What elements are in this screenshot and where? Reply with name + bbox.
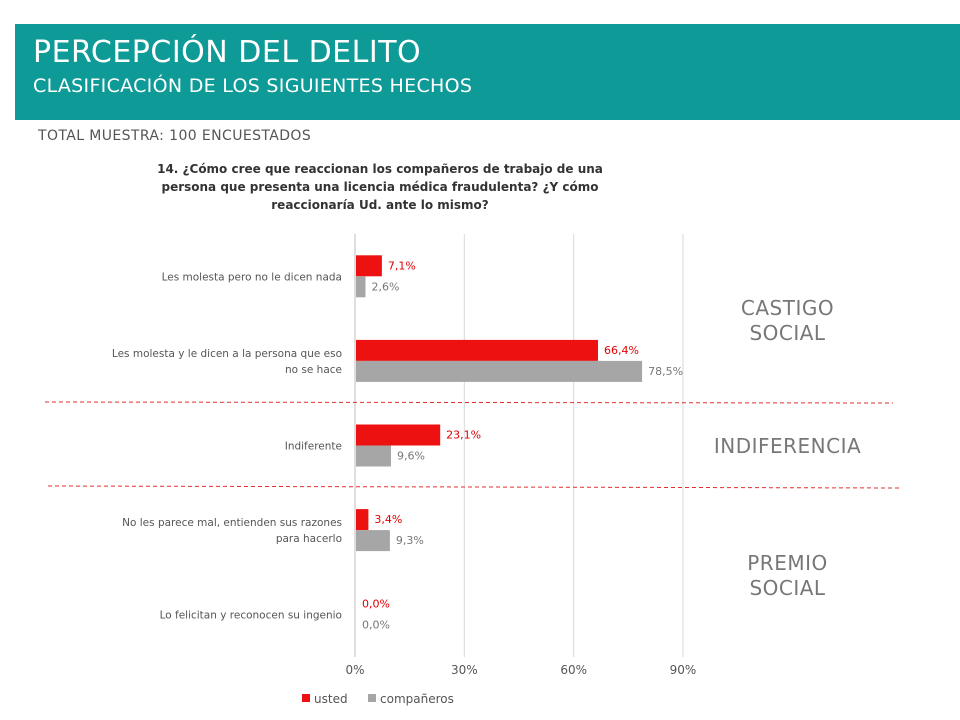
question-line: persona que presenta una licencia médica… [161,180,599,194]
legend-swatch-companeros [368,694,376,702]
category-label: No les parece mal, entienden sus razones [122,517,342,529]
group-label-line: CASTIGO [740,296,835,320]
legend-label-usted: usted [314,692,348,706]
x-tick-label: 30% [451,663,478,677]
page-subtitle: CLASIFICACIÓN DE LOS SIGUIENTES HECHOS [33,75,473,97]
question-text: 14. ¿Cómo cree que reaccionan los compañ… [125,160,635,214]
group-label-castigo-social: CASTIGO SOCIAL [715,296,860,346]
bar-companeros [356,276,366,298]
category-label: Lo felicitan y reconocen su ingenio [160,610,342,622]
x-tick-label: 90% [670,663,697,677]
x-tick-label: 0% [345,663,364,677]
data-label: 66,4% [604,344,639,357]
group-label-line: SOCIAL [749,576,826,600]
data-label: 78,5% [648,365,683,378]
data-label: 7,1% [388,259,416,272]
bar-companeros [356,530,390,552]
data-label: 3,4% [374,513,402,526]
category-label: Les molesta y le dicen a la persona que … [112,348,342,360]
category-label: Les molesta pero no le dicen nada [162,271,342,283]
bar-usted [356,424,441,446]
bar-usted [356,509,369,531]
question-line: reaccionaría Ud. ante lo mismo? [271,198,489,212]
group-label-indiferencia: INDIFERENCIA [695,434,880,459]
data-label: 23,1% [446,429,481,442]
legend-label-companeros: compañeros [380,692,454,706]
group-label-line: INDIFERENCIA [713,434,862,458]
bar-companeros [356,360,643,382]
header-banner: PERCEPCIÓN DEL DELITO CLASIFICACIÓN DE L… [15,24,960,120]
group-label-premio-social: PREMIO SOCIAL [715,551,860,601]
bar-companeros [356,445,391,467]
x-tick-label: 60% [560,663,587,677]
data-label: 9,3% [396,534,424,547]
category-label: no se hace [285,364,342,376]
data-label: 0,0% [362,598,390,611]
bar-usted [356,339,598,361]
group-label-line: SOCIAL [749,321,826,345]
bar-usted [356,255,382,277]
sample-size-label: TOTAL MUESTRA: 100 ENCUESTADOS [38,128,312,144]
page-title: PERCEPCIÓN DEL DELITO [33,35,422,70]
data-label: 0,0% [362,619,390,632]
data-label: 9,6% [397,450,425,463]
group-label-line: PREMIO [747,551,828,575]
category-label: para hacerlo [276,533,342,545]
divider-line [47,485,901,489]
question-line: 14. ¿Cómo cree que reaccionan los compañ… [157,162,603,176]
divider-line [44,401,894,404]
legend-swatch-usted [302,694,310,702]
data-label: 2,6% [371,280,399,293]
category-label: Indiferente [285,441,342,453]
